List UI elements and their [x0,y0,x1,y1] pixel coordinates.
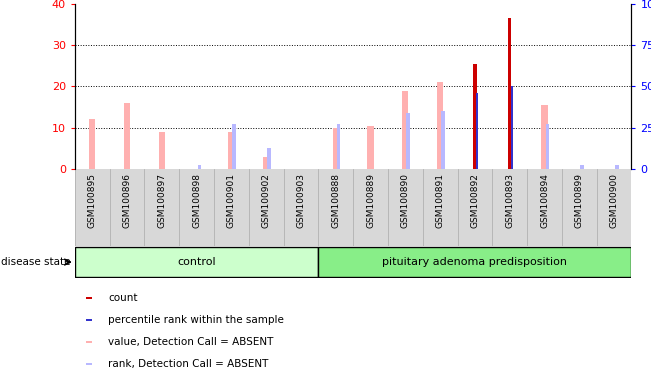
Bar [542,105,547,169]
Bar [402,91,408,169]
Text: GSM100899: GSM100899 [575,173,584,228]
Text: GSM100893: GSM100893 [505,173,514,228]
Bar [337,124,340,169]
Bar [159,132,165,169]
Text: GSM100892: GSM100892 [471,173,479,228]
Bar [441,111,445,169]
Bar [473,64,477,169]
Text: count: count [108,293,138,303]
Bar [86,341,92,343]
Bar [546,124,549,169]
Text: GSM100900: GSM100900 [609,173,618,228]
Text: GSM100891: GSM100891 [436,173,445,228]
Bar [476,93,478,169]
Text: control: control [177,257,216,267]
Text: GSM100890: GSM100890 [401,173,410,228]
Bar [367,126,374,169]
Text: percentile rank within the sample: percentile rank within the sample [108,315,284,325]
Bar [511,86,513,169]
Bar [232,124,236,169]
Bar [615,165,618,169]
Bar [86,297,92,299]
Text: GSM100897: GSM100897 [158,173,167,228]
Text: GSM100902: GSM100902 [262,173,271,228]
Text: GSM100898: GSM100898 [192,173,201,228]
Text: GSM100903: GSM100903 [296,173,305,228]
Text: disease state: disease state [1,257,70,267]
Bar [229,132,234,169]
Bar [580,165,584,169]
Bar [268,148,271,169]
Bar [86,363,92,365]
Text: value, Detection Call = ABSENT: value, Detection Call = ABSENT [108,337,273,347]
Text: pituitary adenoma predisposition: pituitary adenoma predisposition [382,257,568,267]
Bar [124,103,130,169]
Bar [333,127,339,169]
Text: GSM100888: GSM100888 [331,173,340,228]
Bar [86,319,92,321]
Bar [508,18,512,169]
Bar [198,165,201,169]
Text: rank, Detection Call = ABSENT: rank, Detection Call = ABSENT [108,359,269,369]
Bar [318,247,631,277]
Text: GSM100895: GSM100895 [88,173,97,228]
Text: GSM100901: GSM100901 [227,173,236,228]
Bar [406,113,410,169]
Bar [89,119,96,169]
Text: GSM100896: GSM100896 [122,173,132,228]
Bar [437,82,443,169]
Bar [263,157,270,169]
Text: GSM100889: GSM100889 [366,173,375,228]
Text: GSM100894: GSM100894 [540,173,549,228]
Bar [75,247,318,277]
